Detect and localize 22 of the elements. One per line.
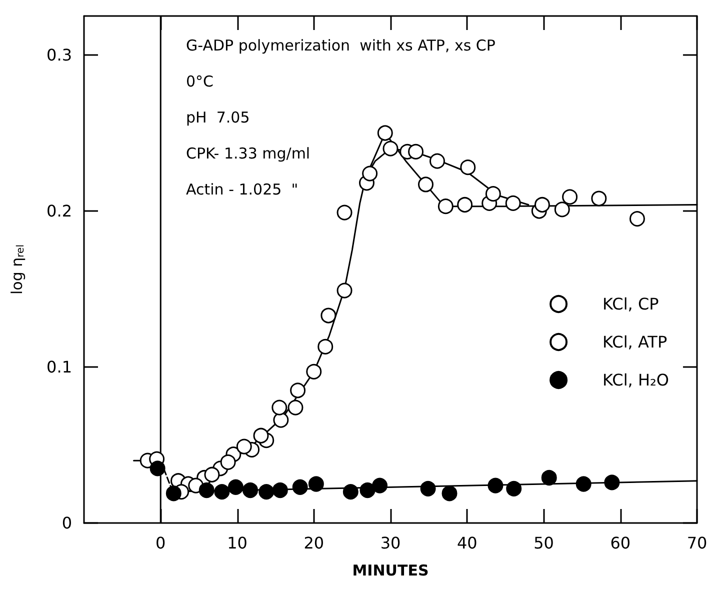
annotation: Actin - 1.025 " (186, 180, 298, 198)
x-tick-label: 40 (456, 534, 478, 552)
x-tick-label: 60 (610, 534, 631, 552)
x-tick-label: 20 (304, 534, 324, 552)
y-axis-title: log ηrel (8, 244, 26, 294)
x-tick-label: 30 (380, 534, 401, 552)
annotation: pH 7.05 (186, 108, 250, 126)
annotation: G-ADP polymerization with xs ATP, xs CP (186, 36, 496, 54)
y-tick-label: 0.2 (46, 202, 72, 220)
legend-label: KCl, ATP (602, 332, 668, 352)
y-tick-label: 0.1 (46, 358, 72, 376)
legend-label: KCl, CP (602, 294, 660, 314)
x-tick-label: 50 (534, 534, 554, 552)
annotation: 0°C (186, 72, 214, 90)
y-tick-label: 0.3 (46, 46, 72, 64)
annotation: CPK- 1.33 mg/ml (186, 144, 310, 162)
x-tick-label: 0 (156, 534, 166, 552)
legend-label: KCl, H₂O (602, 370, 670, 390)
x-tick-label: 70 (686, 534, 708, 552)
x-axis-title: MINUTES (352, 562, 429, 580)
y-tick-label: 0 (62, 514, 72, 532)
x-tick-label: 10 (227, 534, 248, 552)
